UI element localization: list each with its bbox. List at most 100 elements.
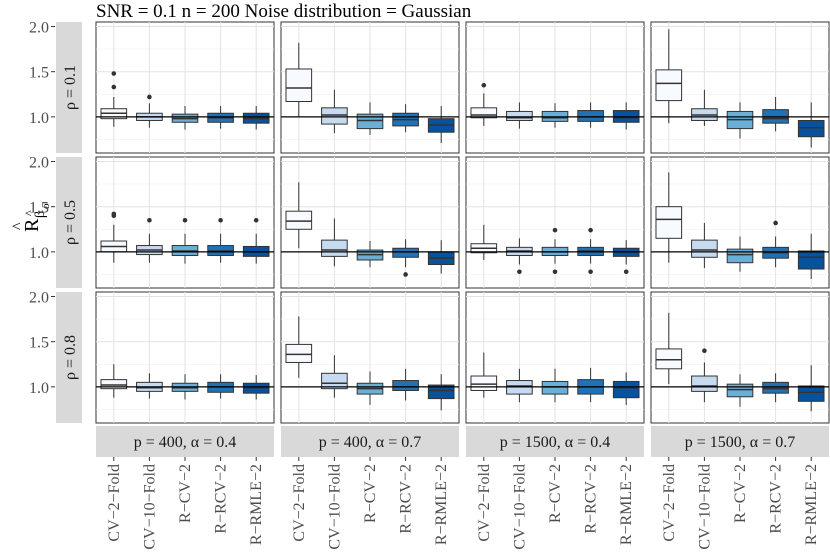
boxplot — [797, 365, 825, 412]
x-tick-label: CV−2−Fold — [106, 464, 123, 542]
box — [470, 107, 498, 119]
col-strip: p = 1500, α = 0.7 — [651, 426, 829, 457]
boxplot — [470, 82, 498, 126]
panel — [650, 291, 830, 424]
y-tick-label: 1.5 — [29, 200, 49, 217]
boxplot — [506, 102, 533, 129]
boxplot — [171, 106, 199, 130]
box — [726, 248, 754, 264]
box — [691, 239, 718, 258]
boxplot — [100, 364, 128, 398]
box — [797, 385, 825, 402]
x-tick-label: R−CV−2 — [732, 464, 749, 523]
col-strip-bg — [651, 426, 829, 457]
boxplot — [691, 348, 718, 403]
boxplot — [797, 233, 825, 279]
box — [612, 380, 640, 399]
y-tick-label: 1.5 — [29, 65, 49, 82]
y-axis-title-sub: β — [33, 211, 48, 218]
panel — [465, 156, 645, 289]
boxplot — [356, 371, 384, 405]
boxplot — [285, 42, 313, 117]
boxplot — [356, 102, 384, 135]
boxplot — [242, 375, 270, 400]
x-tick-label: R−RCV−2 — [398, 464, 415, 534]
row-strip: ρ = 0.8 — [56, 292, 82, 423]
y-tick-label: 2.0 — [29, 155, 49, 172]
panel — [280, 156, 460, 289]
y-tick-label: 1.5 — [29, 335, 49, 352]
facet-grid: ρ = 0.1 1.0 1.5 2.0 ρ = 0.5 1.0 1.5 2.0 ρ = 0.8 1… — [29, 20, 830, 550]
box — [321, 239, 348, 257]
boxplot — [136, 217, 163, 263]
box — [392, 380, 419, 391]
panel — [650, 21, 830, 154]
y-tick-label: 1.0 — [29, 380, 49, 397]
boxplot — [726, 236, 754, 272]
chart-title: SNR = 0.1 n = 200 Noise distribution = G… — [96, 1, 472, 22]
row-strip-label: ρ = 0.5 — [62, 200, 79, 245]
col-strip-bg — [96, 426, 274, 457]
x-tick-label: R−RMLE−2 — [433, 464, 450, 545]
boxplot — [691, 89, 718, 126]
boxplot — [655, 172, 683, 263]
outlier-point — [111, 211, 117, 217]
boxplot — [797, 102, 825, 148]
panel — [95, 21, 275, 154]
outlier-point — [552, 227, 558, 233]
boxplot — [762, 220, 789, 268]
boxplot — [762, 373, 789, 403]
outlier-point — [588, 227, 593, 233]
panel — [280, 21, 460, 154]
outlier-point — [517, 269, 522, 275]
boxplot — [100, 211, 128, 263]
col-strip-label: p = 400, α = 0.7 — [319, 434, 421, 451]
y-axis-title: R ^ β ^ o — [10, 203, 52, 232]
box — [762, 381, 789, 394]
box — [392, 247, 419, 258]
boxplot — [285, 316, 313, 378]
row-strip-bg — [56, 292, 82, 423]
boxplot — [726, 102, 754, 139]
col-strip-bg — [466, 426, 644, 457]
box — [427, 384, 455, 400]
outlier-point — [182, 217, 188, 223]
outlier-point — [147, 94, 152, 100]
x-tick-label: R−RCV−2 — [768, 464, 785, 534]
x-tick-label: R−CV−2 — [547, 464, 564, 523]
box — [691, 375, 718, 392]
box — [541, 380, 569, 395]
y-axis-title-subhat: ^ — [22, 210, 36, 216]
x-tick-label: CV−10−Fold — [511, 464, 528, 550]
box — [797, 250, 825, 270]
boxplot — [207, 106, 234, 129]
box — [100, 379, 128, 390]
y-axis-title-subsub: o — [40, 203, 52, 209]
row-strip: ρ = 0.5 — [56, 157, 82, 288]
row-strip: ρ = 0.1 — [56, 22, 82, 153]
outlier-point — [623, 269, 629, 275]
y-tick-label: 1.0 — [29, 110, 49, 127]
box — [577, 110, 604, 122]
x-tick-label: R−CV−2 — [177, 464, 194, 523]
outlier-point — [111, 84, 117, 90]
box — [655, 69, 683, 102]
y-tick-label: 1.0 — [29, 245, 49, 262]
panel — [95, 291, 275, 424]
panel — [465, 291, 645, 424]
outlier-point — [147, 217, 152, 223]
boxplot — [171, 217, 199, 264]
boxplot — [470, 224, 498, 260]
x-tick-label: R−RCV−2 — [213, 464, 230, 534]
y-axis-title-hat: ^ — [10, 222, 27, 230]
box — [321, 372, 348, 390]
x-tick-label: R−RMLE−2 — [803, 464, 820, 545]
box — [356, 113, 384, 130]
col-strip-bg — [281, 426, 459, 457]
row-strip-label: ρ = 0.1 — [62, 65, 79, 110]
col-strip: p = 1500, α = 0.4 — [466, 426, 644, 457]
boxplot — [321, 355, 348, 398]
boxplot — [285, 182, 313, 249]
outlier-point — [253, 217, 259, 223]
